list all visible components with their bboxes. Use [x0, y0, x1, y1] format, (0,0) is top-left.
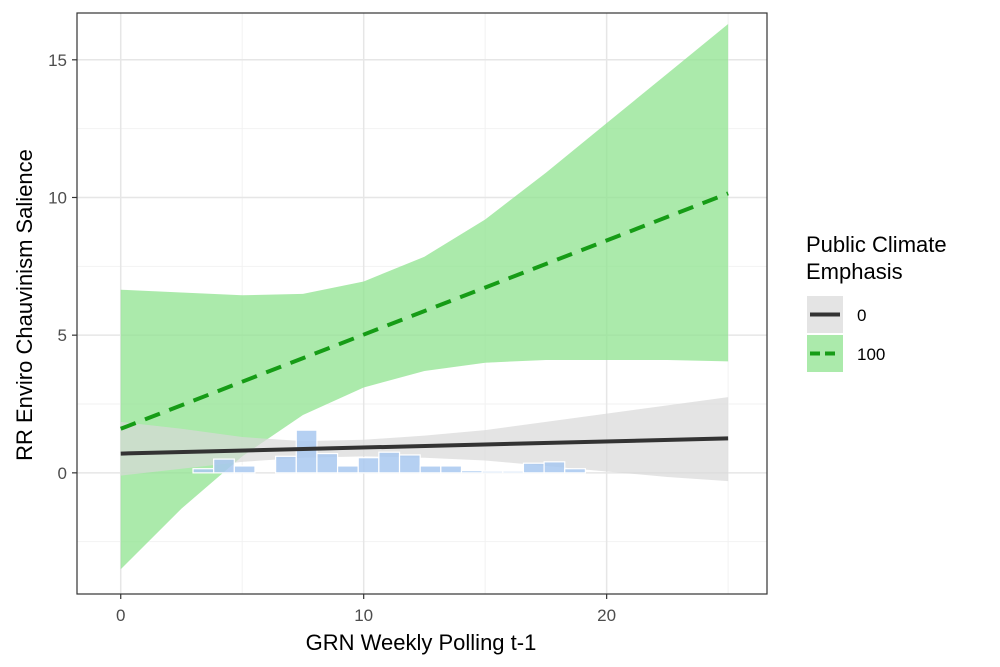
legend-items: 0 100 [807, 296, 885, 372]
panel-border [76, 12, 768, 595]
confidence-bands [120, 24, 729, 570]
histogram-bar [275, 455, 297, 474]
histogram-bar [502, 470, 525, 474]
x-tick-label: 0 [116, 606, 125, 625]
y-axis-title: RR Enviro Chauvinism Salience [12, 149, 37, 461]
histogram-bar [440, 465, 463, 474]
y-tick-label: 5 [58, 326, 67, 345]
x-tick-label: 20 [597, 606, 616, 625]
y-tick-label: 15 [48, 51, 67, 70]
series-lines [120, 191, 729, 456]
histogram-bar [316, 452, 339, 474]
y-tick-label: 0 [58, 464, 67, 483]
histogram-bar [522, 462, 545, 474]
histogram-bar [213, 458, 235, 474]
histogram-bar [295, 429, 318, 474]
panel-frame [76, 12, 768, 595]
histogram-bar [398, 454, 421, 474]
histogram-bar [481, 470, 504, 474]
legend: Public Climate Emphasis 0 100 [806, 232, 947, 372]
histogram-bar [378, 451, 401, 474]
x-axis-title: GRN Weekly Polling t-1 [306, 630, 537, 655]
legend-title-line-2: Emphasis [806, 259, 903, 284]
legend-title-line-1: Public Climate [806, 232, 947, 257]
ci-band-0 [120, 397, 729, 482]
histogram-bar [192, 468, 215, 474]
ci-band-100 [120, 24, 729, 570]
histogram-bar [460, 470, 483, 474]
y-tick-label: 10 [48, 188, 67, 207]
histogram-bar [357, 457, 380, 474]
histogram [192, 429, 586, 474]
axes: 0 10 20 0 5 10 15 [48, 51, 616, 625]
series-line-0 [120, 436, 729, 456]
legend-label-100: 100 [857, 345, 885, 364]
histogram-bar [233, 465, 256, 474]
histogram-bar [336, 465, 359, 474]
histogram-bar [564, 468, 586, 474]
series-line-100 [120, 191, 729, 431]
legend-label-0: 0 [857, 306, 866, 325]
histogram-bar [543, 461, 566, 474]
histogram-bar [419, 465, 442, 474]
x-tick-label: 10 [354, 606, 373, 625]
